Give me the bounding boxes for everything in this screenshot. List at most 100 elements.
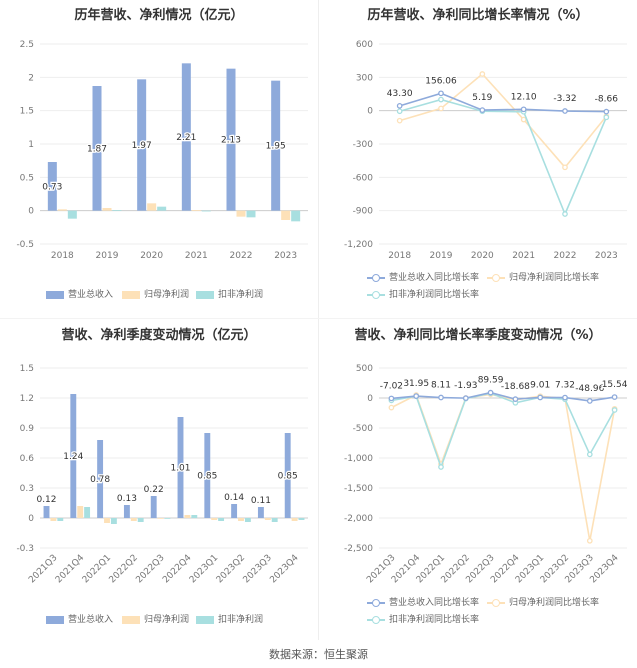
quarterly-values-panel: 营收、净利季度变动情况（亿元） -0.3 0 0.3 0.6 0.9 1.2 1.5 2021… [0,320,318,640]
x-tick-label: 2020 [140,251,163,261]
bar-net-profit [77,506,84,518]
data-point [603,114,610,121]
y-tick-label: -0.5 [16,240,34,250]
y-tick-label: 0 [28,207,34,217]
series-line-net-growth [399,72,607,169]
data-point [388,395,395,402]
bar-net-profit [57,209,67,211]
bar-revenue [284,433,291,518]
data-point [462,395,469,401]
y-tick-label: 0.3 [20,484,34,494]
data-label: -1.93 [454,381,477,391]
bar-revenue [257,507,264,518]
bar-revenue [204,433,211,518]
quarterly-growth-chart: -2,500-2,000-1,500-1,000-50005002021Q320… [344,364,629,585]
data-label: 0.85 [278,472,298,482]
data-point [388,404,395,411]
data-label: 0.73 [42,182,62,192]
bar-net-profit [238,518,244,521]
legend-marker-net-growth [487,598,505,608]
bar-net-profit [236,210,246,217]
data-point [603,108,610,115]
bar-net-profit [281,210,291,220]
legend-item-net-growth[interactable]: 归母净利润同比增长率 [487,595,599,608]
data-label: 1.95 [266,142,286,152]
y-tick-label: 1.5 [20,364,34,374]
bar-net-profit [184,515,191,518]
data-point [586,398,593,404]
data-point [479,107,486,113]
data-point [562,164,568,171]
data-point [396,117,403,124]
bar-deducted [218,518,225,521]
y-tick-label: 0 [28,514,34,524]
legend-marker-net-growth [487,273,505,283]
data-point [562,394,568,401]
legend-swatch-deducted [196,615,214,624]
y-tick-label: -1,000 [344,454,373,464]
bar-net-profit [291,518,298,521]
y-tick-label: 0.5 [20,173,34,183]
legend-item-revenue-growth[interactable]: 营业总收入同比增长率 [367,595,479,608]
data-label: -18.68 [501,382,530,392]
series-line-deducted-growth [399,98,608,217]
data-label: -48.96 [575,384,604,394]
bar-net-profit [211,518,218,520]
x-tick-label: 2023Q3 [242,553,274,585]
x-tick-label: 2021 [185,251,208,261]
data-label: -3.32 [553,94,576,104]
data-point [537,394,544,401]
bar-deducted [244,518,251,522]
data-label: 1.87 [87,144,107,154]
data-point [512,396,519,402]
legend-item-revenue-growth[interactable]: 营业总收入同比增长率 [367,270,479,283]
legend-item-deducted-growth[interactable]: 扣非净利润同比增长率 [367,612,479,625]
bar-net-profit [157,518,164,519]
data-label: 2.21 [176,133,196,143]
bar-deducted [110,518,117,524]
bar-net-profit [130,518,137,521]
bar-deducted [271,518,278,522]
data-label: 0.13 [117,494,137,504]
bar-deducted [298,518,305,520]
x-tick-label: 2023Q4 [268,553,301,586]
legend-item-net-profit[interactable]: 归母净利润 [122,612,189,625]
data-label: 9.01 [530,380,550,390]
annual-growth-panel: 历年营收、净利同比增长率情况（%） -1,200 -900 -600 -300 0 300… [319,0,637,320]
legend-item-deducted[interactable]: 扣非净利润 [196,287,263,300]
data-point [586,537,593,544]
y-tick-label: -1,500 [344,484,373,494]
data-point [413,393,420,399]
data-point [611,394,618,400]
bar-deducted [137,518,144,522]
bar-deducted [291,210,301,222]
y-tick-label: 2 [28,73,34,83]
legend-item-net-growth[interactable]: 归母净利润同比增长率 [487,270,599,283]
y-tick-label: 0.6 [20,454,35,464]
legend-item-revenue[interactable]: 营业总收入 [46,287,113,300]
bar-deducted [67,210,77,219]
data-point [438,90,444,97]
y-tick-label: -300 [353,140,374,150]
legend-item-deducted[interactable]: 扣非净利润 [196,612,263,625]
bar-revenue [43,506,50,518]
legend-swatch-net-profit [122,290,140,299]
bar-revenue [47,162,57,211]
legend-marker-deducted-growth [367,615,385,625]
annual-growth-chart: -1,200 -900 -600 -300 0 300 600 2018 2019 2020 202… [344,40,627,261]
quarterly-growth-panel: 营收、净利同比增长率季度变动情况（%） -2,500 -2,000 -1,500 -1… [319,320,637,640]
legend-item-net-profit[interactable]: 归母净利润 [122,287,189,300]
legend-item-revenue[interactable]: 营业总收入 [46,612,113,625]
data-point [396,108,403,115]
bar-net-profit [104,518,110,523]
legend-item-deducted-growth[interactable]: 扣非净利润同比增长率 [367,287,479,300]
bar-deducted [157,206,167,211]
x-tick-label: 2018 [388,251,411,261]
x-tick-label: 2021 [512,251,535,261]
data-label: 0.14 [224,493,244,503]
data-label: 156.06 [425,76,457,86]
legend-swatch-net-profit [122,615,140,624]
data-label: 31.95 [403,379,429,389]
x-tick-label: 2022 [230,251,253,261]
data-point [520,116,527,123]
